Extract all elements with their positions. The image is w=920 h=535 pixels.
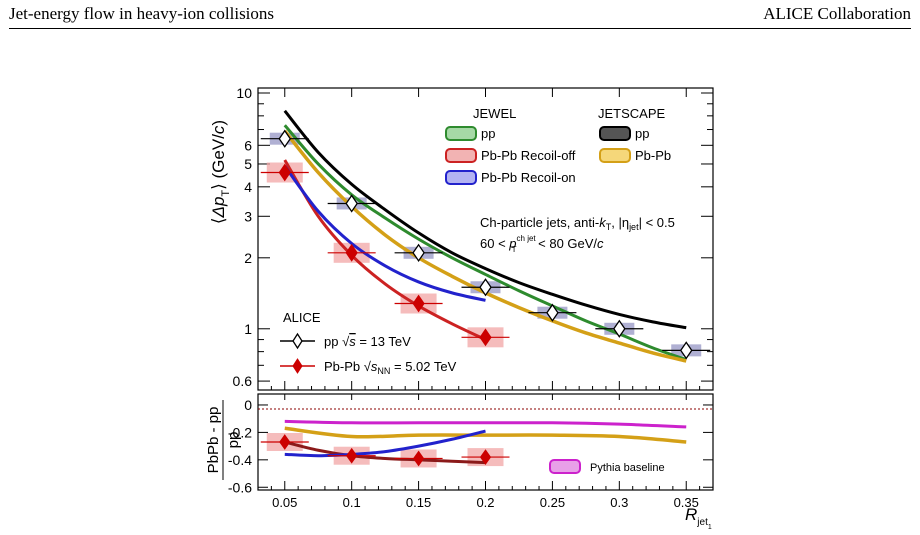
legend-jetscape-pbpb-swatch [599,148,631,163]
pp-data-point [412,243,425,262]
jetscape-pp-curve [283,109,687,330]
lower-y-tick-label: -0.4 [228,452,252,468]
ratio-data-point [412,450,425,467]
x-tick-label: 0.35 [674,495,699,510]
x-tick-label: 0.15 [406,495,431,510]
upper-y-axis-title: ⟨ΔpT⟩ (GeV/c) [209,120,232,224]
upper-y-tick-label: 3 [244,208,252,224]
lower-plot-area [260,419,687,468]
x-tick-label: 0.1 [343,495,361,510]
cuts-line-2: 60 < pch jet T < 80 GeV/c [480,234,604,254]
legend-jetscape-title: JETSCAPE [598,106,666,121]
header-collaboration: ALICE Collaboration [763,4,911,23]
header-rule [9,28,911,29]
legend-alice-title: ALICE [283,310,321,325]
upper-y-tick-label: 2 [244,250,252,266]
legend-jetscape-pp: pp [635,126,649,141]
lower-y-axis-denominator: pp [225,432,242,449]
axis-ticks: 0.05 0.1 0.15 0.2 0.25 0.3 0.35 0.6 1 2 3 4 5 6 10 -0.6… [228,85,713,510]
lower-y-tick-label: 0 [244,397,252,413]
jewel-recoil-off-ratio-curve [284,440,486,465]
ratio-data-point [346,447,358,464]
legend-alice-pbpb: Pb-Pb √sNN = 5.02 TeV [324,359,457,376]
upper-y-tick-label: 5 [244,156,252,172]
ratio-data-point [479,449,492,465]
x-tick-label: 0.25 [540,495,565,510]
upper-y-tick-label: 10 [236,85,252,101]
lower-y-tick-label: -0.6 [228,479,252,495]
upper-y-tick-label: 6 [244,137,252,153]
pp-data-point [613,319,626,338]
header-title: Jet-energy flow in heavy-ion collisions [9,4,275,23]
jewel-recoil-on-ratio-curve [284,429,486,458]
jewel-recoil-on-curve [283,165,486,302]
x-tick-label: 0.2 [476,495,494,510]
legend-jetscape-pp-swatch [599,126,631,141]
pbpb-data-point [345,243,358,262]
upper-y-tick-label: 0.6 [233,373,253,389]
upper-y-tick-label: 1 [244,321,252,337]
pp-data-point [278,129,292,148]
pp-data-point [679,341,693,360]
legend-jewel-recoil-on: Pb-Pb Recoil-on [481,170,576,185]
legend-jewel-pp-swatch [445,126,477,141]
pbpb-data-point [412,294,425,313]
lower-y-tick-label: -0.2 [228,424,252,440]
pp-data-point [345,194,358,213]
legend-alice-pp: pp √s = 13 TeV [324,334,411,349]
cuts-line-1: Ch-particle jets, anti-kT, |ηjet| < 0.5 [480,215,675,232]
pythia-baseline-curve [284,419,687,429]
upper-y-tick-label: 4 [244,179,252,195]
pbpb-data-point [479,328,492,347]
pp-data-point [479,278,492,297]
lower-frame [257,393,714,491]
legend-jewel-recoil-off-swatch [445,148,477,163]
lower-y-axis-title: PbPb - pp [205,407,222,474]
x-tick-label: 0.05 [272,495,297,510]
legend-pythia: Pythia baseline [590,462,665,474]
legend-jewel-title: JEWEL [473,106,516,121]
pp-data-point [546,303,559,322]
jewel-recoil-off-curve [283,159,487,341]
legend-jewel-recoil-on-swatch [445,170,477,185]
ratio-data-point [279,434,291,450]
legend-jewel-pp: pp [481,126,495,141]
pbpb-data-point [278,163,291,182]
legend-alice-pbpb-marker [292,358,303,374]
legend-pythia-swatch [549,459,581,474]
legend-jetscape-pbpb: Pb-Pb [635,148,671,163]
legend-jewel-recoil-off: Pb-Pb Recoil-off [481,148,576,163]
jetscape-ratio-curve [284,426,687,444]
x-tick-label: 0.3 [610,495,628,510]
upper-plot-area [260,109,711,363]
legend-alice-pp-marker [292,332,303,350]
